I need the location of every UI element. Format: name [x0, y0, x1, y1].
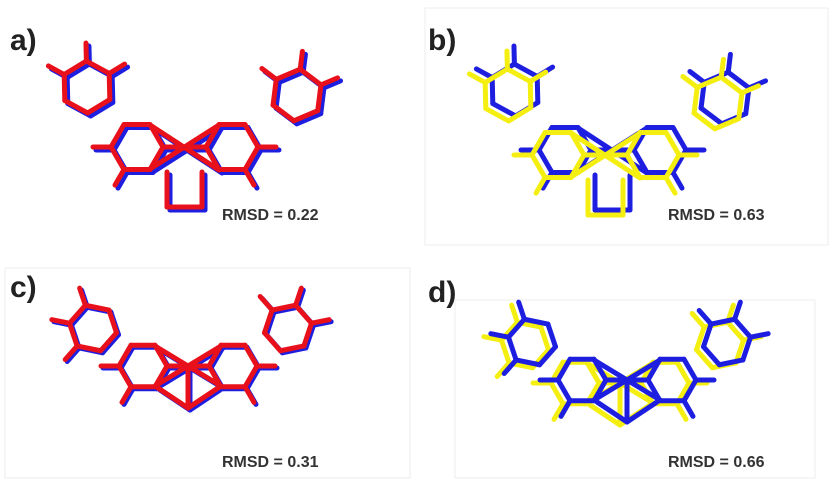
bond	[52, 320, 70, 324]
figure: a) b) c) d) RMSD = 0.22 RMSD = 0.63 RMSD…	[0, 0, 833, 482]
bond	[485, 83, 486, 109]
bond	[508, 337, 516, 360]
bond	[666, 178, 675, 194]
bond	[111, 147, 124, 170]
bond	[245, 345, 257, 366]
bond	[64, 75, 65, 101]
bond	[80, 288, 86, 305]
bond	[260, 297, 272, 310]
bond	[719, 360, 743, 365]
bond	[739, 93, 742, 119]
bond	[501, 340, 509, 363]
bond	[541, 327, 549, 350]
bond	[751, 334, 769, 338]
rmsd-label: RMSD = 0.63	[668, 207, 765, 224]
bond	[190, 390, 220, 410]
molecules	[48, 43, 768, 425]
bond	[273, 105, 294, 121]
bond	[264, 333, 280, 351]
bond	[519, 302, 525, 319]
bond	[512, 305, 518, 322]
bond	[86, 61, 109, 73]
bond	[537, 76, 538, 102]
panel-label: c)	[10, 271, 37, 304]
bond	[627, 402, 657, 422]
panel-frame	[5, 268, 410, 478]
bond	[273, 79, 276, 105]
bond	[245, 124, 258, 147]
bond	[119, 366, 131, 387]
panel-frame	[455, 300, 815, 478]
bond	[65, 101, 88, 113]
bond	[300, 51, 302, 69]
rmsd-label: RMSD = 0.22	[222, 207, 319, 224]
panel-label: b)	[428, 24, 456, 57]
bond	[318, 85, 321, 111]
bond	[530, 81, 531, 107]
bond	[312, 320, 330, 324]
panel-label: a)	[10, 24, 37, 57]
bond	[548, 324, 556, 347]
bond	[300, 69, 321, 85]
rmsd-label: RMSD = 0.66	[668, 454, 765, 471]
bond	[728, 54, 730, 72]
rmsd-label: RMSD = 0.31	[222, 454, 319, 471]
bond	[721, 59, 723, 77]
bond	[694, 87, 697, 113]
bond	[296, 305, 312, 323]
bond	[158, 388, 188, 408]
bond	[492, 78, 493, 104]
bond	[673, 173, 682, 189]
bond	[491, 334, 509, 338]
bond	[109, 73, 110, 99]
panel-label: d)	[428, 276, 456, 309]
